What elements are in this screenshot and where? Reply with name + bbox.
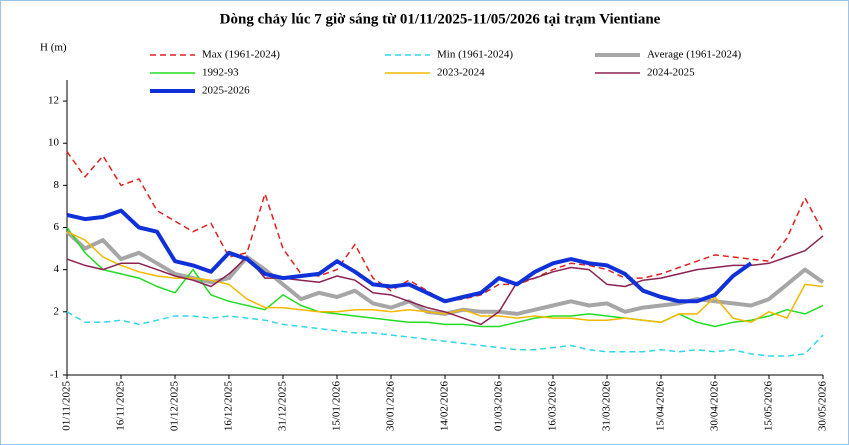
legend-label: 1992-93 xyxy=(202,67,239,79)
x-tick-label: 01/11/2025 xyxy=(61,381,73,431)
chart-title: Dòng chảy lúc 7 giờ sáng từ 01/11/2025-1… xyxy=(220,11,661,27)
y-tick-label: 12 xyxy=(48,95,59,107)
series-line xyxy=(66,151,824,303)
legend-label: Max (1961-2024) xyxy=(202,49,280,61)
x-tick-label: 15/01/2026 xyxy=(331,381,343,432)
x-tick-label: 14/02/2026 xyxy=(439,381,451,432)
y-tick-label: 2 xyxy=(54,305,60,317)
series-line xyxy=(66,235,824,326)
x-tick-label: 30/01/2026 xyxy=(385,381,397,432)
x-tick-label: 16/12/2025 xyxy=(223,381,235,432)
legend-label: Min (1961-2024) xyxy=(437,49,513,61)
y-tick-label: 8 xyxy=(54,179,60,191)
x-tick-label: 31/12/2025 xyxy=(277,381,289,432)
y-tick-label: 4 xyxy=(54,263,60,275)
x-tick-label: 01/12/2025 xyxy=(169,381,181,432)
series-line xyxy=(66,227,824,328)
y-tick-label: 10 xyxy=(48,137,60,149)
x-tick-label: 16/03/2026 xyxy=(547,381,559,432)
series-line xyxy=(66,231,824,324)
legend-label: 2024-2025 xyxy=(647,67,695,79)
x-tick-label: 01/03/2026 xyxy=(493,381,505,432)
x-tick-label: 15/04/2026 xyxy=(655,381,667,432)
y-tick-label: -1 xyxy=(50,369,59,381)
x-tick-label: 16/11/2025 xyxy=(115,381,127,431)
legend-label: 2025-2026 xyxy=(202,85,250,97)
x-tick-label: 30/05/2026 xyxy=(817,381,829,432)
legend-label: Average (1961-2024) xyxy=(647,49,742,61)
x-tick-label: 15/05/2026 xyxy=(763,381,775,432)
series-line xyxy=(66,208,753,304)
x-tick-label: 30/04/2026 xyxy=(709,381,721,432)
legend-label: 2023-2024 xyxy=(437,67,485,79)
y-tick-label: 6 xyxy=(54,221,60,233)
x-tick-label: 31/03/2026 xyxy=(601,381,613,432)
y-axis-label: H (m) xyxy=(40,42,67,54)
series-line xyxy=(66,311,824,357)
